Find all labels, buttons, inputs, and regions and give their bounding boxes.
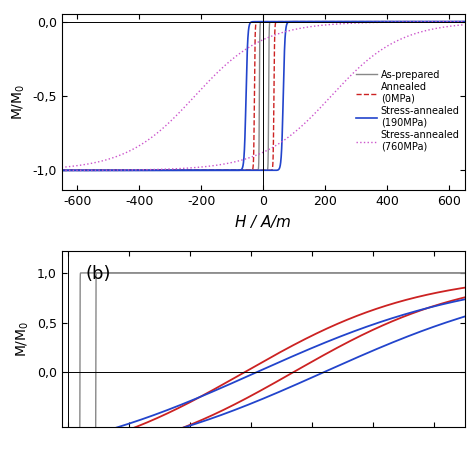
Legend: As-prepared, Annealed
(0MPa), Stress-annealed
(190MPa), Stress-annealed
(760MPa): As-prepared, Annealed (0MPa), Stress-ann… <box>352 66 464 155</box>
X-axis label: $H$ / A/m: $H$ / A/m <box>234 213 292 230</box>
Text: (b): (b) <box>86 265 111 283</box>
Y-axis label: M/M$_0$: M/M$_0$ <box>15 321 31 357</box>
Y-axis label: M/M$_0$: M/M$_0$ <box>10 84 27 120</box>
